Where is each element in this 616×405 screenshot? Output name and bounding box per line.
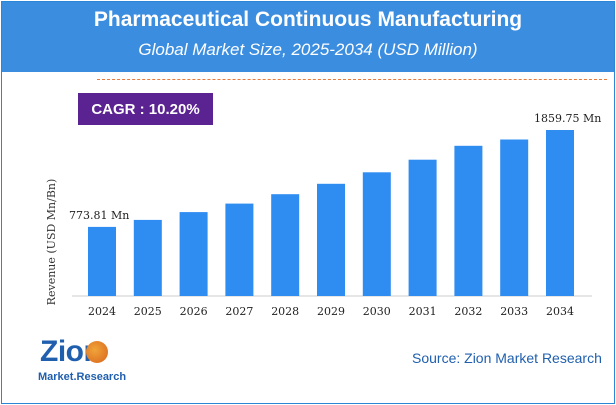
header-banner: Pharmaceutical Continuous Manufacturing … — [2, 2, 614, 72]
x-tick-2027: 2027 — [225, 305, 253, 318]
x-tick-2029: 2029 — [317, 305, 345, 318]
bar-2031 — [408, 159, 437, 296]
bar-2030 — [362, 172, 391, 296]
bar-2033 — [500, 139, 529, 296]
x-tick-2033: 2033 — [500, 305, 528, 318]
zion-logo: Zion Market.Research — [30, 335, 140, 395]
x-tick-2028: 2028 — [271, 305, 299, 318]
x-tick-2034: 2034 — [546, 305, 574, 318]
bar-2032 — [454, 145, 483, 296]
x-tick-2024: 2024 — [88, 305, 116, 318]
bar-2025 — [133, 219, 162, 296]
x-tick-2025: 2025 — [134, 305, 162, 318]
data-label-2024: 773.81 Mn — [69, 209, 129, 222]
bar-2026 — [179, 212, 208, 296]
logo-tagline: Market.Research — [38, 371, 127, 383]
chart-subtitle: Global Market Size, 2025-2034 (USD Milli… — [138, 40, 478, 59]
bar-2028 — [271, 194, 300, 296]
x-tick-2026: 2026 — [180, 305, 208, 318]
logo-globe-icon — [86, 341, 108, 363]
dashed-divider — [97, 79, 607, 80]
x-tick-2031: 2031 — [409, 305, 437, 318]
x-tick-2030: 2030 — [363, 305, 391, 318]
y-axis-label: Revenue (USD Mn/Bn) — [45, 179, 58, 306]
data-label-2034: 1859.75 Mn — [534, 112, 601, 125]
cagr-badge: CAGR : 10.20% — [78, 93, 213, 125]
chart-title: Pharmaceutical Continuous Manufacturing — [93, 8, 523, 31]
bar-2029 — [317, 183, 345, 296]
source-note: Source: Zion Market Research — [412, 350, 602, 366]
bar-2034 — [546, 130, 574, 296]
bar-2027 — [225, 203, 254, 296]
x-tick-2032: 2032 — [454, 305, 482, 318]
bar-2024 — [88, 226, 116, 296]
